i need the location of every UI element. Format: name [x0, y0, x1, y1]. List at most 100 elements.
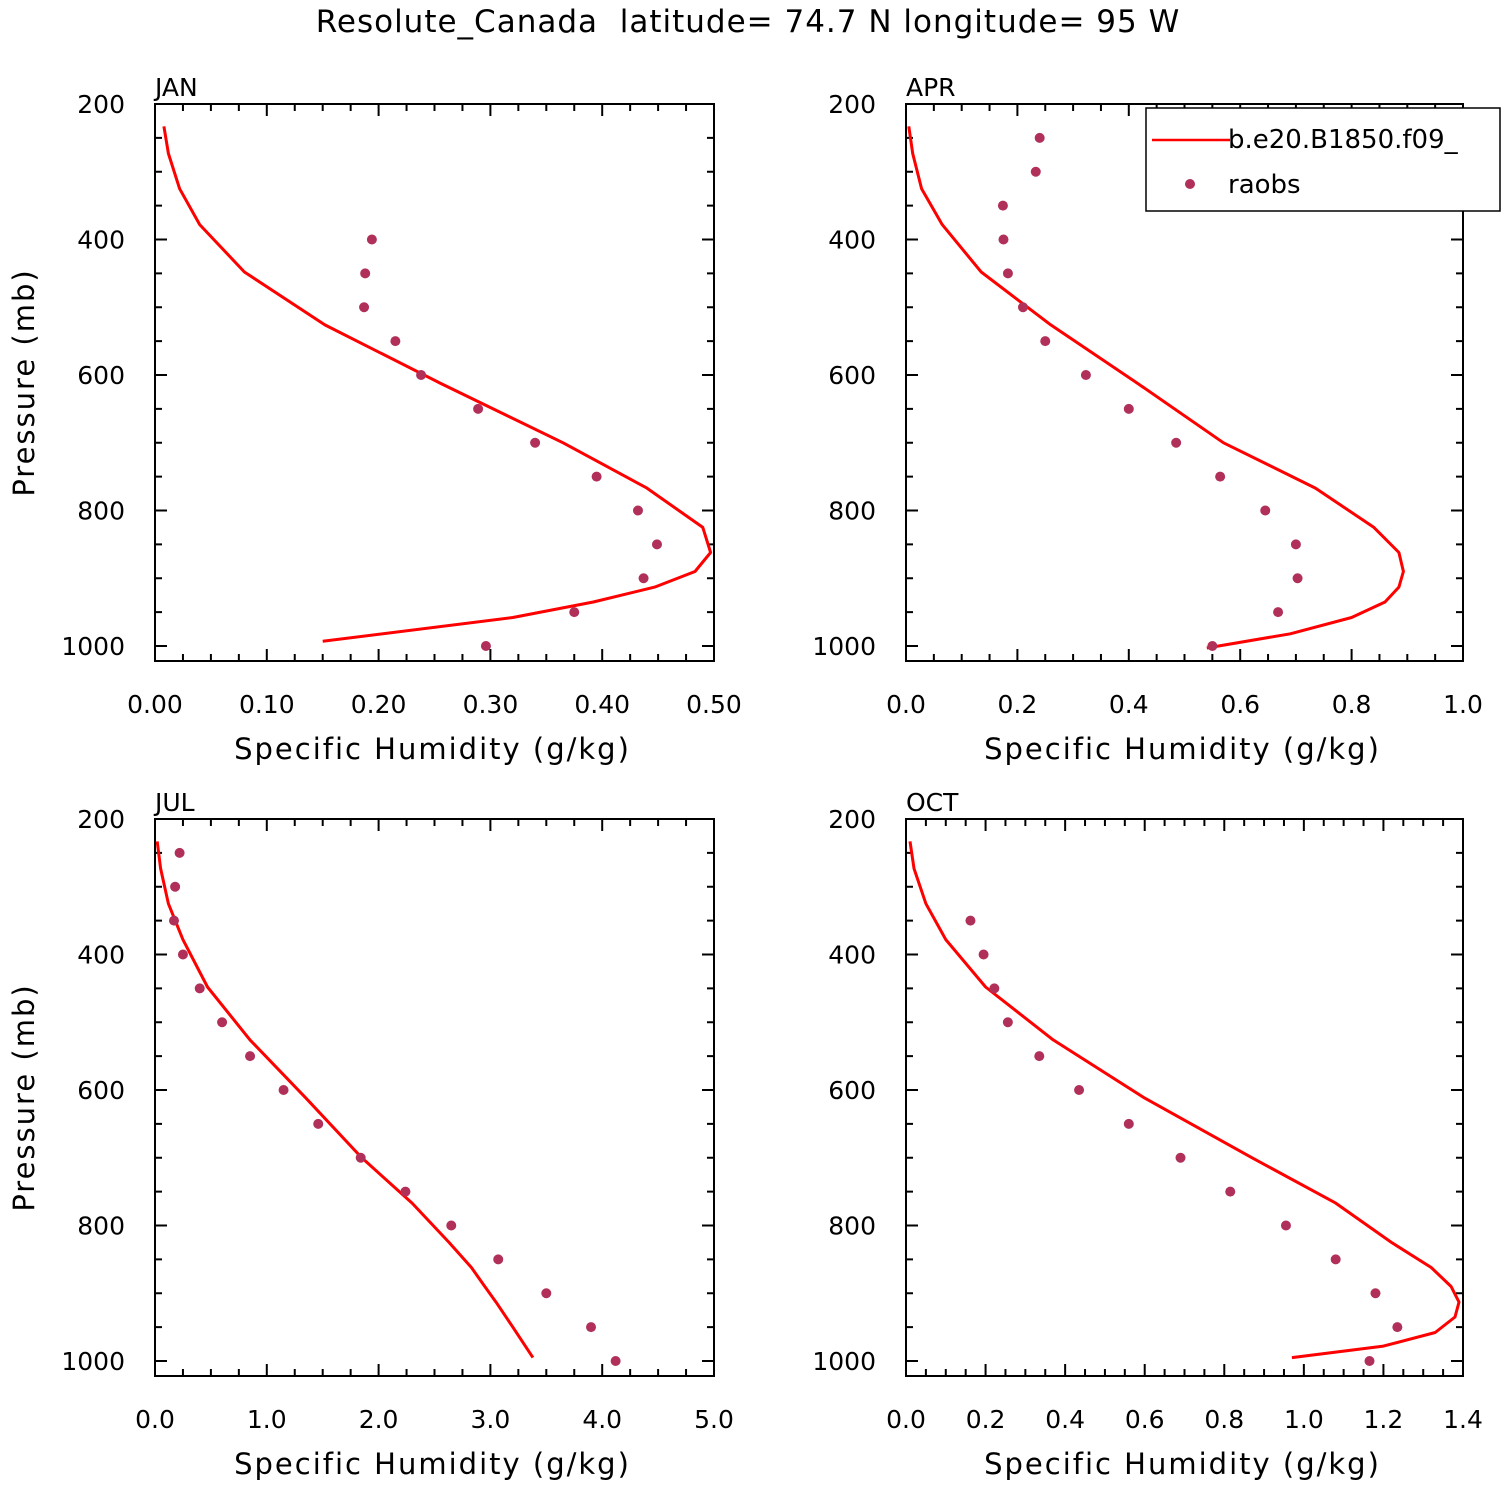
raobs-point — [446, 1220, 457, 1231]
raobs-point — [245, 1051, 256, 1062]
x-tick-label: 0.50 — [686, 690, 742, 719]
x-tick-label: 2.0 — [359, 1405, 399, 1434]
raobs-point — [355, 1152, 366, 1163]
raobs-point — [978, 949, 989, 960]
raobs-point — [530, 437, 541, 448]
x-tick-label: 0.0 — [135, 1405, 175, 1434]
raobs-point — [1370, 1288, 1381, 1299]
y-tick-label: 200 — [828, 90, 876, 119]
raobs-point — [632, 505, 643, 516]
y-tick-label: 400 — [828, 941, 876, 970]
legend-model-label: b.e20.B1850.f09_ — [1228, 125, 1459, 155]
x-axis-label: Specific Humidity (g/kg) — [234, 732, 631, 766]
raobs-point — [1080, 370, 1091, 380]
raobs-point — [1002, 268, 1013, 279]
x-tick-label: 0.0 — [886, 690, 926, 719]
y-tick-label: 800 — [77, 497, 125, 526]
raobs-point — [1215, 471, 1226, 482]
raobs-point — [400, 1186, 411, 1197]
panel-oct: OCT 200 400 600 800 1000 0.0 0.2 0.4 0.6 0.8 1.0 1.2… — [812, 788, 1483, 1481]
raobs-point — [1034, 1051, 1045, 1062]
raobs-point — [480, 641, 491, 651]
raobs-point — [1074, 1085, 1085, 1095]
raobs-point — [177, 949, 188, 960]
x-tick-label: 0.4 — [1045, 1405, 1085, 1434]
y-tick-label: 1000 — [61, 1347, 125, 1376]
raobs-point — [586, 1322, 597, 1333]
raobs-point — [1123, 403, 1134, 414]
panel-apr: APR 200 400 600 800 1000 0.0 0.2 0.4 0.6 0.8 1.0 Spe… — [812, 73, 1483, 766]
raobs-point — [1034, 132, 1045, 143]
raobs-point — [541, 1288, 552, 1299]
raobs-point — [416, 370, 427, 380]
raobs-point — [1330, 1254, 1341, 1265]
x-tick-label: 0.30 — [463, 690, 519, 719]
panel-month-label: APR — [906, 73, 956, 102]
raobs-point — [651, 539, 662, 550]
raobs-point — [313, 1118, 324, 1129]
raobs-point — [493, 1254, 504, 1265]
raobs-point — [360, 268, 371, 279]
x-axis-label: Specific Humidity (g/kg) — [984, 732, 1381, 766]
x-tick-label: 0.6 — [1125, 1405, 1165, 1434]
x-tick-label: 0.20 — [351, 690, 407, 719]
raobs-point — [194, 983, 205, 994]
y-axis-label: Pressure (mb) — [7, 268, 41, 496]
raobs-point — [997, 200, 1008, 211]
raobs-point — [638, 573, 649, 584]
x-tick-label: 1.0 — [1443, 690, 1483, 719]
raobs-point — [1040, 336, 1051, 347]
x-axis-label: Specific Humidity (g/kg) — [984, 1447, 1381, 1481]
raobs-point — [965, 915, 976, 926]
y-tick-label: 800 — [828, 1212, 876, 1241]
y-tick-label: 400 — [828, 226, 876, 255]
raobs-point — [1002, 1017, 1013, 1028]
raobs-point — [1290, 539, 1301, 550]
plot-frame — [154, 818, 715, 1377]
y-tick-label: 600 — [828, 1076, 876, 1105]
raobs-point — [1030, 166, 1041, 177]
raobs-point — [366, 234, 377, 245]
x-tick-label: 0.8 — [1204, 1405, 1244, 1434]
raobs-point — [1292, 573, 1303, 584]
legend-marker-swatch — [1185, 179, 1195, 189]
raobs-point — [1017, 302, 1028, 313]
raobs-point — [170, 881, 181, 892]
y-tick-label: 1000 — [812, 632, 876, 661]
y-tick-label: 600 — [828, 361, 876, 390]
figure-title: Resolute_Canada latitude= 74.7 N longitu… — [316, 4, 1181, 40]
model-series-line — [908, 841, 1461, 1360]
x-tick-label: 0.8 — [1332, 690, 1372, 719]
x-tick-label: 5.0 — [694, 1405, 734, 1434]
x-tick-label: 0.40 — [574, 690, 630, 719]
raobs-point — [998, 234, 1009, 245]
x-axis-label: Specific Humidity (g/kg) — [234, 1447, 631, 1481]
x-tick-label: 0.00 — [127, 690, 183, 719]
y-tick-label: 800 — [77, 1212, 125, 1241]
y-tick-label: 800 — [828, 497, 876, 526]
y-tick-label: 200 — [77, 805, 125, 834]
raobs-point — [569, 607, 580, 618]
model-series-line — [907, 126, 1405, 650]
y-tick-label: 600 — [77, 1076, 125, 1105]
x-tick-label: 1.0 — [247, 1405, 287, 1434]
raobs-point — [217, 1017, 228, 1028]
panel-month-label: JUL — [153, 788, 195, 817]
y-tick-label: 1000 — [61, 632, 125, 661]
raobs-point — [989, 983, 1000, 994]
x-tick-label: 0.4 — [1109, 690, 1149, 719]
x-tick-label: 0.10 — [239, 690, 295, 719]
x-tick-label: 4.0 — [582, 1405, 622, 1434]
x-tick-label: 1.4 — [1443, 1405, 1483, 1434]
x-tick-label: 3.0 — [471, 1405, 511, 1434]
raobs-point — [1273, 607, 1284, 618]
raobs-point — [1123, 1118, 1134, 1129]
plot-frame — [154, 103, 715, 662]
panel-month-label: JAN — [153, 73, 198, 102]
legend-raobs-label: raobs — [1228, 170, 1301, 200]
model-series-line — [155, 841, 535, 1359]
raobs-point — [1364, 1356, 1375, 1366]
y-tick-label: 400 — [77, 226, 125, 255]
raobs-point — [473, 403, 484, 414]
